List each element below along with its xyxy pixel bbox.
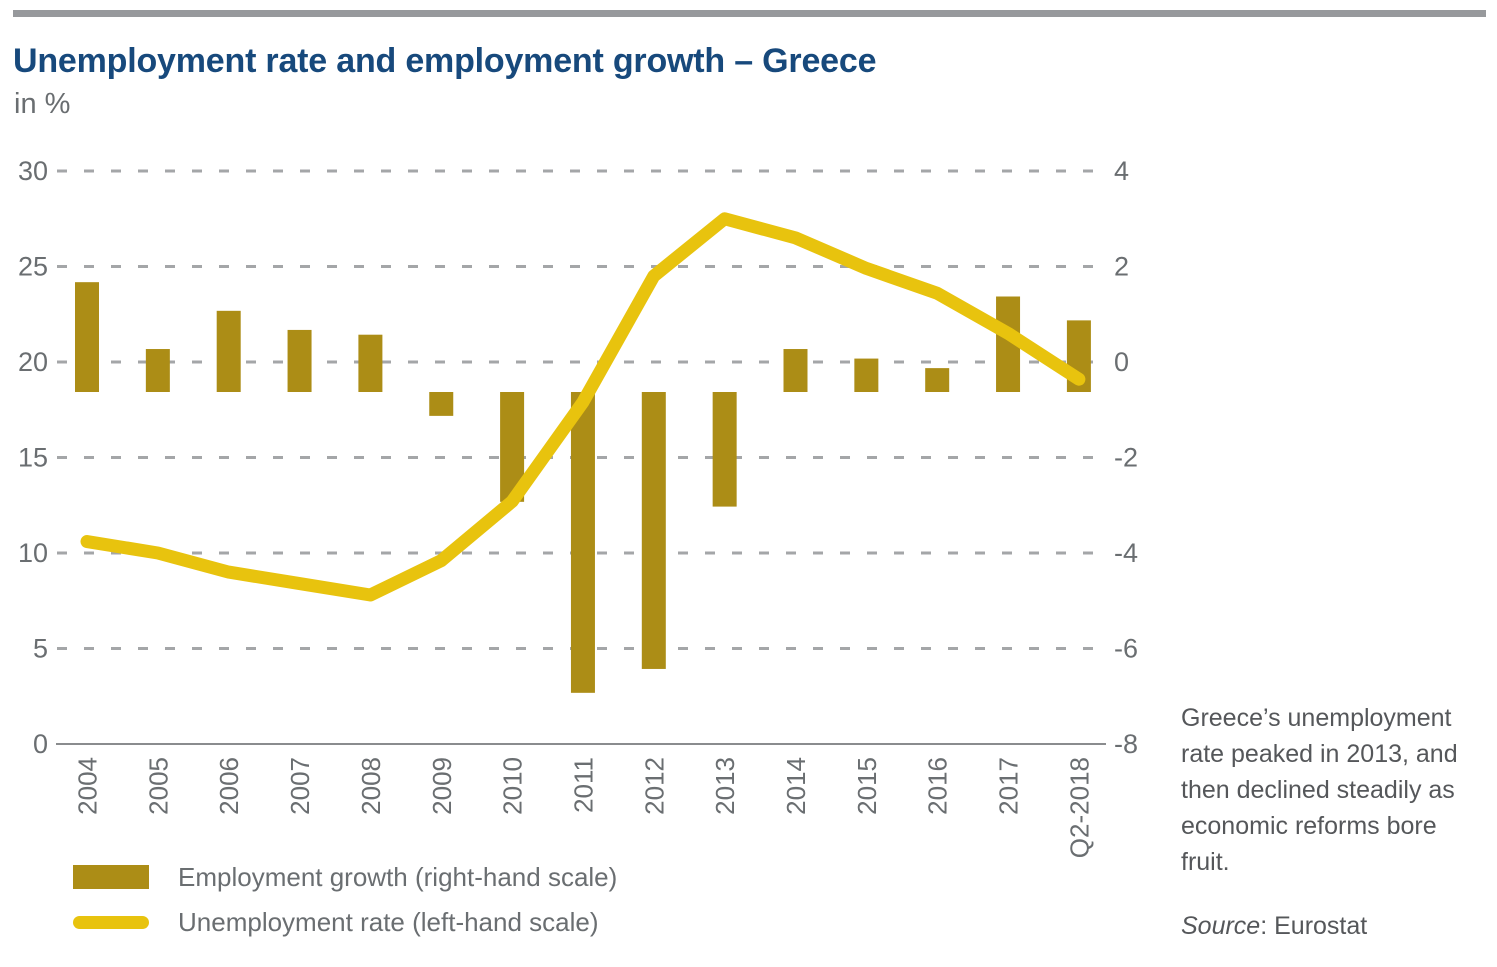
legend-item-employment-growth: Employment growth (right-hand scale) [73, 861, 618, 892]
bar-2013 [712, 392, 737, 507]
legend-item-unemployment-rate: Unemployment rate (left-hand scale) [73, 906, 617, 937]
top-rule [13, 10, 1486, 17]
x-axis-label-Q2-2018: Q2-2018 [1064, 757, 1094, 858]
right-axis-tick-label: -8 [1114, 729, 1138, 759]
page-subtitle: in % [14, 88, 71, 120]
x-axis-label-2016: 2016 [923, 757, 953, 815]
left-axis-tick-label: 25 [18, 252, 48, 282]
left-axis-tick-label: 0 [33, 729, 48, 759]
source-value: : Eurostat [1260, 912, 1368, 940]
bar-2004 [75, 282, 99, 392]
bar-2008 [358, 334, 383, 392]
right-axis-tick-label: 0 [1114, 347, 1129, 377]
bar-2006 [216, 310, 241, 392]
right-axis-tick-label: -6 [1114, 634, 1138, 664]
bar-2007 [287, 329, 312, 392]
x-axis-label-2008: 2008 [356, 757, 386, 815]
legend-label-unemployment-rate: Unemployment rate (left-hand scale) [178, 906, 599, 937]
bar-2010 [500, 392, 525, 502]
left-axis-tick-label: 5 [33, 634, 48, 664]
page-title: Unemployment rate and employment growth … [13, 42, 877, 80]
annotation-note: Greece’s unemployment rate peaked in 201… [1181, 704, 1458, 876]
bar-2015 [854, 358, 879, 392]
x-axis-label-2010: 2010 [498, 757, 528, 815]
x-axis-label-2005: 2005 [143, 757, 173, 815]
x-axis-label-2006: 2006 [214, 757, 244, 815]
x-axis-label-2014: 2014 [781, 757, 811, 815]
x-axis-label-2009: 2009 [427, 757, 457, 815]
bar-2012 [641, 392, 666, 669]
bar-swatch-icon [73, 865, 149, 889]
x-axis-label-2013: 2013 [710, 757, 740, 815]
source-label: Source [1181, 912, 1261, 940]
x-axis-label-2011: 2011 [568, 757, 598, 813]
bar-2016 [925, 368, 950, 392]
unemployment-rate-line [80, 212, 1086, 602]
legend-label-employment-growth: Employment growth (right-hand scale) [178, 861, 618, 892]
x-axis-label-2004: 2004 [73, 757, 103, 815]
right-axis-tick-label: -2 [1114, 443, 1138, 473]
source-line: Source: Eurostat [1181, 912, 1367, 941]
left-axis-tick-label: 30 [18, 156, 48, 186]
left-axis-tick-label: 10 [18, 538, 48, 568]
left-axis-tick-label: 15 [18, 443, 48, 473]
x-axis-label-2017: 2017 [994, 757, 1024, 815]
right-axis-tick-label: 2 [1114, 252, 1129, 282]
right-axis-tick-label: -4 [1114, 538, 1138, 568]
bar-2014 [783, 349, 808, 392]
legend: Employment growth (right-hand scale) Une… [73, 861, 618, 937]
right-axis-tick-label: 4 [1114, 156, 1129, 186]
x-axis-label-2007: 2007 [285, 757, 315, 815]
left-axis-tick-label: 20 [18, 347, 48, 377]
bar-2009 [429, 392, 454, 416]
bar-2005 [145, 349, 170, 392]
x-axis-label-2015: 2015 [852, 757, 882, 815]
x-axis-label-2012: 2012 [639, 757, 669, 815]
bar-2011 [570, 392, 595, 693]
line-swatch-icon [73, 915, 149, 929]
